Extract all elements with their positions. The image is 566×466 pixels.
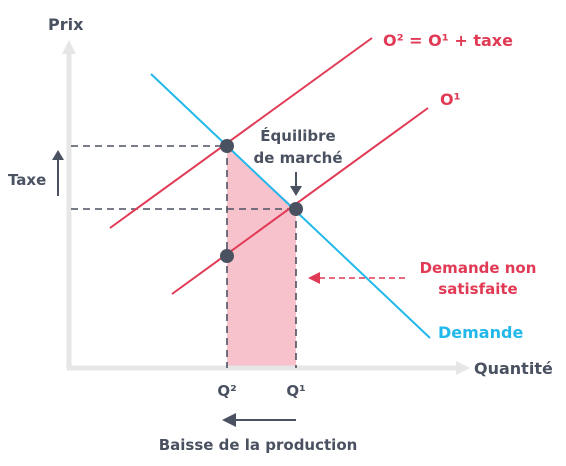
unmet-demand-arrow-icon [308,272,320,284]
supply-taxed-curve [109,37,373,229]
market-equilibrium-point [289,202,303,216]
unmet-demand-label-line2: satisfaite [438,280,517,298]
y-axis-arrow-icon [62,40,76,54]
supply-curve [171,107,429,295]
x-axis-label: Quantité [474,359,553,378]
tax-label: Taxe [8,171,46,189]
unmet-demand-label-line1: Demande non [420,259,537,277]
taxed-equilibrium-point [220,139,234,153]
y-axis-label: Prix [48,15,84,34]
supply-taxed-label: O² = O¹ + taxe [383,31,513,50]
supply-at-q2-point [220,249,234,263]
production-drop-arrow-icon [222,413,236,427]
q2-tick-label: Q² [217,382,236,400]
equilibrium-arrow-icon [290,186,302,196]
tax-arrow-icon [52,150,64,160]
production-drop-label: Baisse de la production [159,436,358,454]
q1-tick-label: Q¹ [286,382,305,400]
demand-label: Demande [438,323,523,342]
equilibrium-label-line1: Équilibre [260,126,335,145]
equilibrium-label-line2: de marché [253,149,342,167]
supply-label: O¹ [440,90,461,109]
unmet-demand-area [227,146,296,368]
x-axis-arrow-icon [456,361,470,375]
